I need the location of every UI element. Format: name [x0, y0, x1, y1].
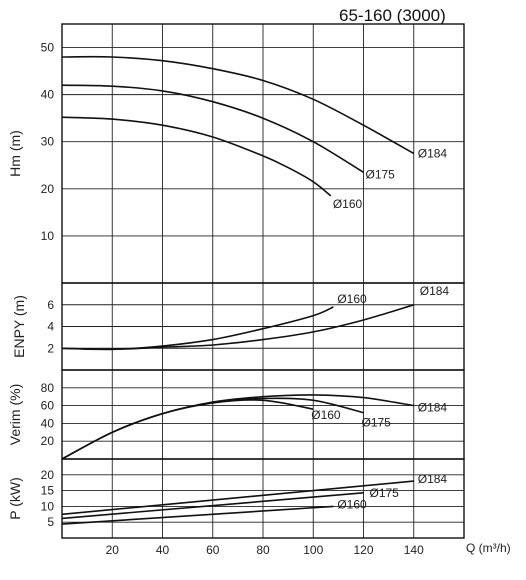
- panel-eff: 20 40 60 80 Verim (%) Ø184 Ø175 Ø160: [7, 369, 465, 460]
- x-tick-label: 40: [156, 543, 170, 557]
- x-tick-label: 140: [404, 543, 424, 557]
- y-tick-label: 80: [41, 381, 55, 395]
- curve-label-head-184: Ø184: [418, 147, 448, 161]
- curve-npsh-184: [61, 304, 415, 351]
- y-tick-label: 20: [41, 182, 55, 196]
- y-tick-label: 10: [41, 499, 55, 513]
- x-tick-label: 100: [303, 543, 323, 557]
- y-tick-label: 4: [47, 320, 54, 334]
- y-tick-label: 20: [41, 434, 55, 448]
- y-axis-label: P (kW): [7, 477, 23, 520]
- y-tick-label: 6: [47, 298, 54, 312]
- x-tick-label: 80: [256, 543, 270, 557]
- curve-label-power-184: Ø184: [418, 472, 448, 486]
- y-tick-label: 60: [41, 399, 55, 413]
- y-tick-label: 2: [47, 341, 54, 355]
- curve-head-175: [61, 84, 364, 173]
- y-axis-label: Verim (%): [7, 384, 23, 445]
- curve-label-npsh-160: Ø160: [337, 292, 367, 306]
- curve-power-175: [61, 492, 364, 520]
- y-tick-label: 30: [41, 135, 55, 149]
- y-tick-label: 40: [41, 416, 55, 430]
- y-axis-label: Hm (m): [7, 130, 23, 177]
- curve-label-eff-160: Ø160: [311, 408, 341, 422]
- curve-head-160: [61, 116, 332, 197]
- curve-eff-160: [61, 399, 314, 460]
- curve-power-184: [61, 480, 414, 516]
- panel-head: 10 20 30 40 50 Hm (m) Ø184 Ø175 Ø160: [7, 23, 465, 284]
- y-tick-label: 5: [47, 515, 54, 529]
- curve-label-head-175: Ø175: [366, 167, 396, 181]
- x-tick-label: 120: [353, 543, 373, 557]
- x-tick-label: 20: [106, 543, 120, 557]
- panel-frame: [61, 458, 465, 539]
- curve-label-npsh-184: Ø184: [420, 284, 450, 298]
- y-tick-label: 20: [41, 468, 55, 482]
- curve-label-power-175: Ø175: [370, 486, 400, 500]
- x-tick-label: 60: [206, 543, 220, 557]
- x-axis-ticks: 20 40 60 80 100 120 140: [106, 543, 425, 557]
- curve-head-184: [61, 55, 415, 155]
- curve-power-160: [61, 505, 334, 525]
- y-tick-label: 40: [41, 88, 55, 102]
- y-axis-label: ENPY (m): [11, 295, 27, 358]
- y-tick-label: 15: [41, 484, 55, 498]
- curve-npsh-160: [61, 306, 334, 351]
- curve-label-eff-184: Ø184: [418, 401, 448, 415]
- panel-npsh: 2 4 6 ENPY (m) Ø160 Ø184: [11, 282, 465, 371]
- curve-label-eff-175: Ø175: [362, 416, 392, 430]
- chart-title: 65-160 (3000): [339, 6, 446, 25]
- curve-label-power-160: Ø160: [337, 497, 367, 511]
- y-tick-label: 50: [41, 41, 55, 55]
- curve-label-head-160: Ø160: [333, 197, 363, 211]
- y-tick-label: 10: [41, 229, 55, 243]
- x-axis-label: Q (m³/h): [466, 541, 511, 555]
